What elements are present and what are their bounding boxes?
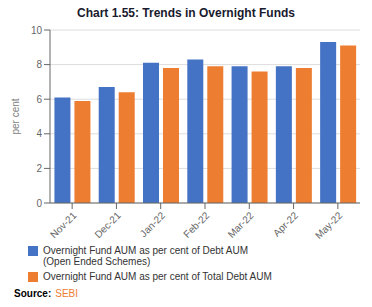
- svg-text:Dec-21: Dec-21: [92, 209, 123, 240]
- html-text:Chart 1.55: Trends in Overnigh: Chart 1.55: Trends in Overnight Funds: [77, 6, 295, 20]
- svg-text:4: 4: [36, 128, 42, 139]
- html-text:Source: SEBI: Source: SEBI: [14, 288, 78, 299]
- svg-text:10: 10: [31, 25, 43, 36]
- html-text:Overnight Fund AUM as per cent: Overnight Fund AUM as per cent of Total …: [43, 271, 272, 282]
- svg-text:Apr-22: Apr-22: [271, 209, 300, 238]
- svg-text:Jan-22: Jan-22: [138, 209, 168, 239]
- html-text:Overnight Fund AUM as per cent: Overnight Fund AUM as per cent of Debt A…: [43, 245, 249, 256]
- svg-text:6: 6: [36, 94, 42, 105]
- svg-text:8: 8: [36, 59, 42, 70]
- svg-text:0: 0: [36, 198, 42, 209]
- html-text:(Open Ended Schemes): (Open Ended Schemes): [43, 256, 151, 267]
- svg-text:Nov-21: Nov-21: [48, 209, 79, 240]
- svg-text:per cent: per cent: [10, 98, 21, 134]
- svg-text:Mar-22: Mar-22: [226, 209, 256, 239]
- svg-text:May-22: May-22: [313, 209, 345, 241]
- svg-text:2: 2: [36, 163, 42, 174]
- svg-text:Feb-22: Feb-22: [181, 209, 211, 239]
